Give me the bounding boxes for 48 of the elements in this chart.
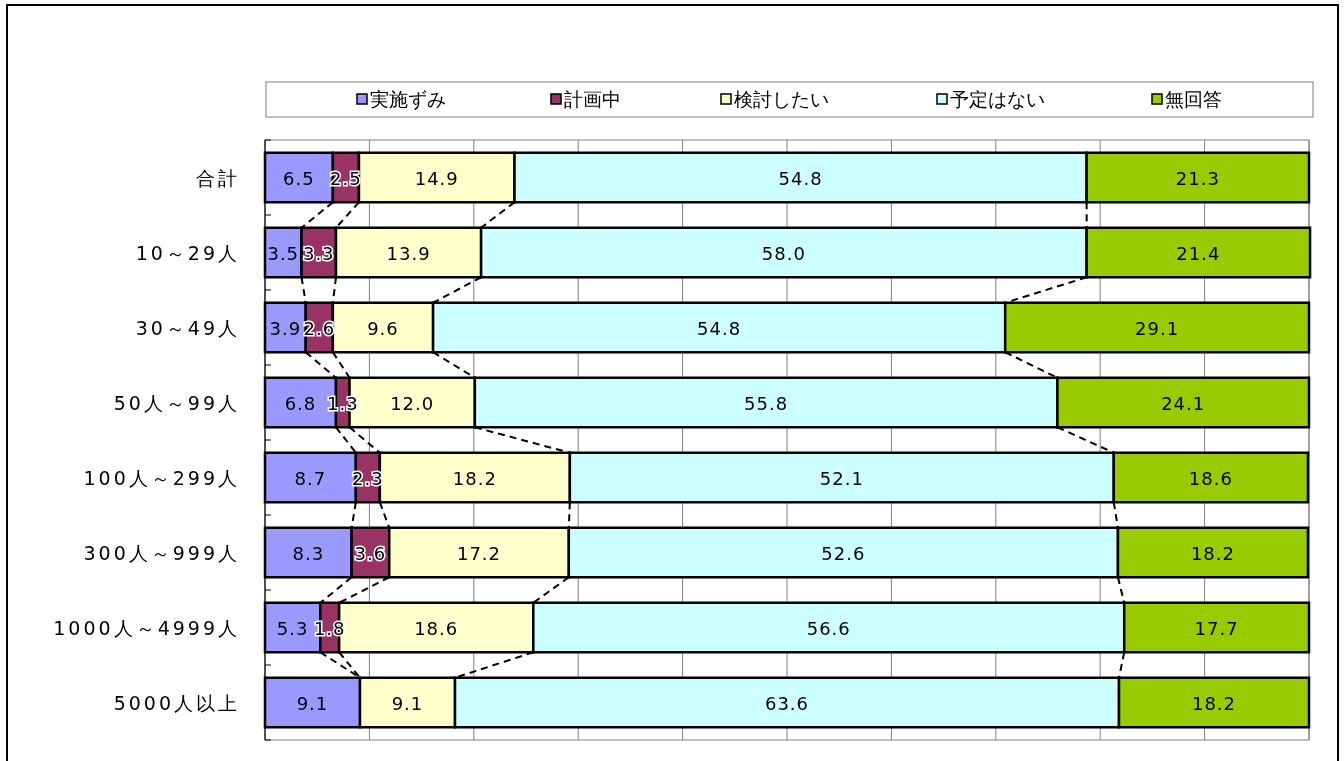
data-label: 18.6: [1188, 467, 1233, 489]
legend-label: 予定はない: [950, 88, 1045, 110]
data-label: 55.8: [744, 392, 789, 414]
data-label: 63.6: [764, 692, 810, 714]
data-label: 13.9: [386, 242, 431, 264]
data-label: 17.2: [456, 542, 502, 564]
data-label: 9.1: [391, 692, 424, 714]
legend-label: 無回答: [1165, 88, 1222, 110]
data-label: 18.6: [414, 617, 459, 639]
data-label: 14.9: [414, 167, 459, 189]
data-label: 8.7: [294, 467, 327, 489]
data-label: 6.8: [284, 392, 317, 414]
data-label: 9.1: [296, 692, 329, 714]
data-label: 24.1: [1161, 392, 1206, 414]
y-tick-label: 合計: [196, 166, 240, 189]
data-label: 18.2: [1191, 692, 1237, 714]
y-tick-label: 30～49人: [135, 316, 240, 339]
data-label: 18.2: [1190, 542, 1235, 564]
y-tick-label: 100人～299人: [83, 466, 240, 489]
data-label: 6.5: [283, 167, 315, 189]
data-label: 21.3: [1175, 167, 1220, 189]
y-tick-label: 5000人以上: [113, 691, 240, 714]
data-label: 3.6: [354, 542, 387, 564]
data-label: 1.3: [326, 392, 359, 414]
data-label: 3.9: [269, 317, 302, 339]
data-label: 3.5: [267, 242, 300, 264]
data-label: 52.6: [821, 542, 866, 564]
y-tick-label: 50人～99人: [113, 391, 240, 414]
data-label: 9.6: [367, 317, 399, 339]
data-label: 54.8: [697, 317, 742, 339]
legend-label: 計画中: [564, 88, 621, 110]
data-label: 56.6: [806, 617, 851, 639]
legend-label: 検討したい: [734, 88, 829, 110]
data-label: 29.1: [1135, 317, 1180, 339]
y-tick-label: 1000人～4999人: [53, 616, 240, 639]
data-label: 52.1: [819, 467, 864, 489]
data-label: 5.3: [276, 617, 309, 639]
legend-label: 実施ずみ: [370, 88, 446, 110]
data-label: 17.7: [1194, 617, 1239, 639]
data-label: 21.4: [1176, 242, 1221, 264]
data-label: 54.8: [778, 167, 823, 189]
data-label: 12.0: [390, 392, 435, 414]
data-label: 58.0: [761, 242, 806, 264]
data-label: 3.3: [302, 242, 335, 264]
data-label: 18.2: [452, 467, 497, 489]
data-label: 8.3: [292, 542, 325, 564]
y-tick-label: 300人～999人: [83, 541, 240, 564]
y-tick-label: 10～29人: [135, 241, 240, 264]
